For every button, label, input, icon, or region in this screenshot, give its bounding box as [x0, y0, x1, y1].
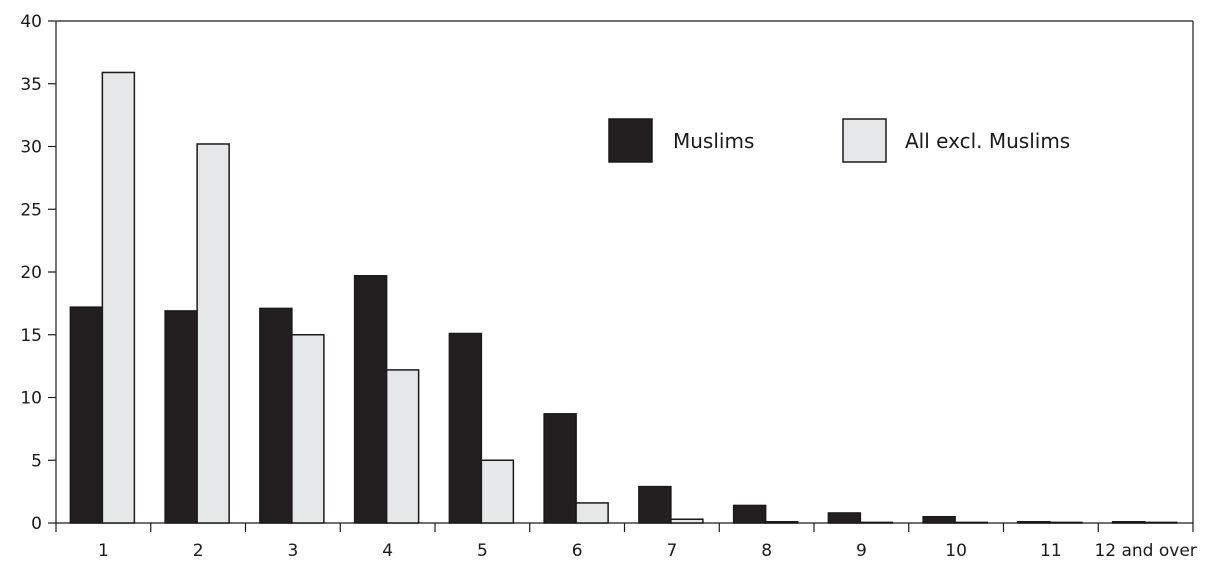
bar-muslims-5 [448, 332, 483, 524]
bar-all-excl-muslims-6 [575, 502, 609, 524]
bar-all-excl-muslims-3 [291, 334, 325, 524]
bar-muslims-2 [164, 310, 198, 524]
bar-muslims-1 [69, 306, 104, 524]
bars [69, 71, 1178, 524]
bar-muslims-12 [1111, 520, 1146, 524]
bar-muslims-7 [638, 485, 672, 524]
x-tick-label: 12 and over [1094, 541, 1196, 561]
bar-all-excl-muslims-8 [764, 520, 799, 524]
bar-all-excl-muslims-1 [101, 71, 136, 524]
legend-swatch-all-excl-muslims [842, 118, 887, 163]
y-tick-label: 40 [20, 12, 42, 32]
x-tick-label: 6 [572, 541, 583, 561]
legend-label-all-excl-muslims: All excl. Muslims [905, 129, 1070, 153]
bar-all-excl-muslims-9 [859, 521, 894, 524]
x-tick-label: 7 [666, 541, 677, 561]
y-tick-label: 5 [31, 451, 42, 471]
legend: Muslims All excl. Muslims [608, 118, 1070, 163]
x-tick-label: 5 [477, 541, 488, 561]
bar-all-excl-muslims-11 [1049, 521, 1083, 524]
x-tick-label: 1 [98, 541, 109, 561]
x-tick-label: 10 [945, 541, 967, 561]
bar-muslims-11 [1017, 520, 1051, 524]
bar-muslims-3 [259, 307, 293, 524]
x-tick-label: 8 [761, 541, 772, 561]
y-tick-label: 25 [20, 200, 42, 220]
x-tick-label: 9 [856, 541, 867, 561]
bar-all-excl-muslims-4 [385, 369, 420, 524]
bar-all-excl-muslims-10 [954, 521, 988, 524]
x-tick-label: 2 [193, 541, 204, 561]
bar-muslims-6 [543, 413, 577, 524]
y-tick-label: 35 [20, 75, 42, 95]
bar-muslims-4 [353, 275, 388, 524]
y-tick-label: 10 [20, 389, 42, 409]
x-axis: 1 2 3 4 5 6 7 8 9 10 11 12 and over [55, 523, 1197, 561]
y-tick-label: 15 [20, 326, 42, 346]
y-tick-label: 0 [31, 514, 42, 534]
x-tick-label: 11 [1040, 541, 1062, 561]
x-tick-label: 3 [287, 541, 298, 561]
y-tick-label: 20 [20, 263, 42, 283]
legend-label-muslims: Muslims [673, 129, 754, 153]
x-tick-label: 4 [382, 541, 393, 561]
bar-muslims-10 [922, 515, 956, 524]
bar-all-excl-muslims-2 [196, 143, 230, 524]
bar-muslims-9 [827, 512, 862, 524]
bar-all-excl-muslims-5 [480, 459, 515, 524]
y-tick-label: 30 [20, 138, 42, 158]
bar-all-excl-muslims-7 [670, 518, 704, 524]
y-axis: 0 5 10 15 20 25 30 35 40 [20, 12, 56, 534]
bar-all-excl-muslims-12 [1143, 521, 1178, 524]
legend-swatch-muslims [608, 118, 653, 163]
bar-muslims-8 [732, 504, 767, 524]
